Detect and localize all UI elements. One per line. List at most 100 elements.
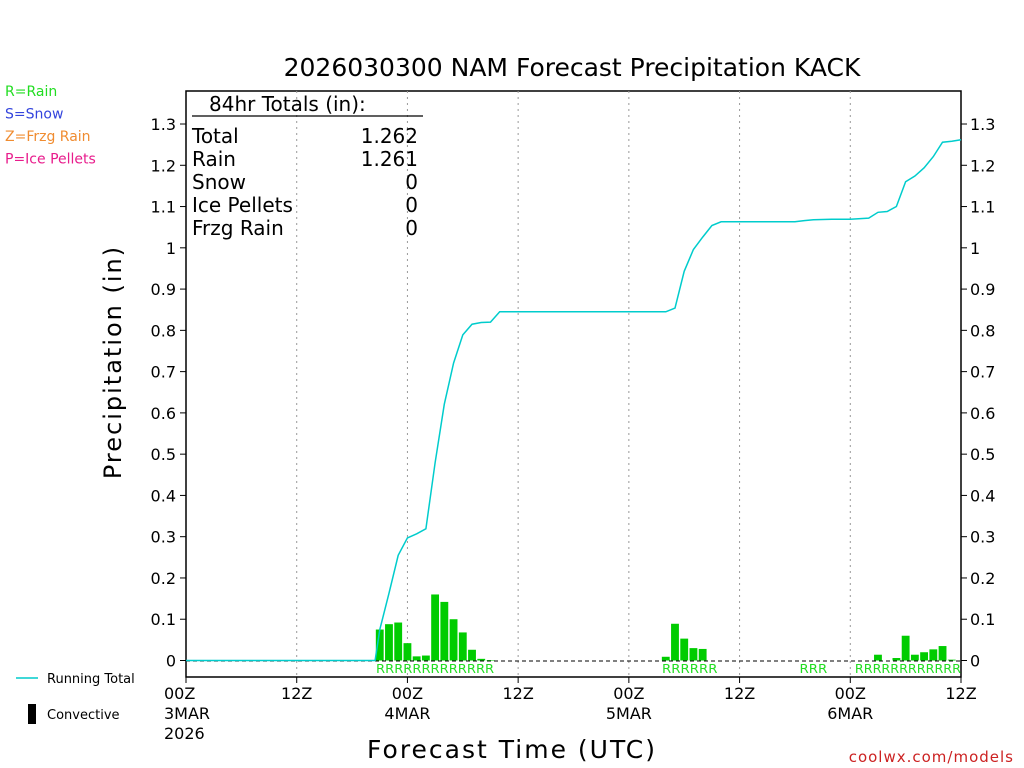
totals-header: 84hr Totals (in): [209, 92, 366, 116]
y-tick-label-right-6: 0.6 [970, 404, 995, 423]
precip-bar-10 [468, 649, 476, 661]
precip-bar-6 [431, 594, 440, 661]
x-tick-label-0: 00Z [164, 684, 195, 703]
y-tick-label-left-1: 0.1 [151, 610, 176, 629]
precip-bar-25 [947, 659, 956, 661]
precip-bar-7 [440, 601, 449, 661]
ptype-run-2: RRR [800, 662, 828, 676]
precip-bar-23 [929, 649, 938, 661]
ptype-legend-item-2: Z=Frzg Rain [5, 129, 91, 145]
y-tick-label-left-8: 0.8 [151, 321, 176, 340]
precip-bar-1 [385, 624, 393, 661]
ptype-run-3: RRRRRRRRRRRR [855, 662, 961, 676]
precip-bar-9 [458, 632, 467, 661]
y-tick-label-right-9: 0.9 [970, 280, 995, 299]
y-tick-label-right-2: 0.2 [970, 569, 995, 588]
x-tick-date-2: 4MAR [384, 704, 430, 723]
totals-label-1: Rain [192, 147, 236, 171]
precip-bar-0 [375, 629, 384, 661]
precip-bar-2 [394, 622, 403, 661]
x-tick-label-1: 12Z [281, 684, 312, 703]
vertical-grid-lines [296, 91, 851, 677]
y-tick-label-left-10: 1 [166, 239, 176, 258]
precip-bar-3 [403, 643, 412, 661]
chart-title: 2026030300 NAM Forecast Precipitation KA… [284, 53, 861, 82]
totals-label-4: Frzg Rain [192, 216, 284, 240]
y-tick-label-right-3: 0.3 [970, 528, 995, 547]
y-tick-label-left-3: 0.3 [151, 528, 176, 547]
x-tick-label-6: 00Z [835, 684, 866, 703]
ptype-legend-item-0: R=Rain [5, 84, 57, 100]
y-tick-label-right-10: 1 [970, 239, 980, 258]
y-tick-label-left-13: 1.3 [151, 115, 176, 134]
series-legend: Running Total Convective [16, 672, 135, 724]
hourly-precip-bars [375, 594, 956, 661]
totals-value-2: 0 [405, 170, 418, 194]
legend-swatch-convective [28, 704, 36, 724]
precip-bar-8 [449, 619, 458, 661]
totals-label-0: Total [191, 124, 239, 148]
ptype-legend: R=Rain S=Snow Z=Frzg Rain P=Ice Pellets [5, 84, 96, 168]
x-tick-label-4: 00Z [613, 684, 644, 703]
y-tick-label-right-5: 0.5 [970, 445, 995, 464]
y-axis-label: Precipitation (in) [99, 245, 127, 479]
x-tick-date-6: 6MAR [827, 704, 873, 723]
plot-frame [185, 90, 962, 678]
totals-rows: Total 1.262 Rain 1.261 Snow 0 Ice Pellets 0 Frzg… [191, 124, 418, 240]
x-tick-date-4: 5MAR [606, 704, 652, 723]
credit-text: coolwx.com/models [849, 748, 1014, 766]
totals-label-3: Ice Pellets [192, 193, 293, 217]
y-tick-label-right-0: 0 [970, 651, 980, 670]
ptype-run-1: RRRRRR [662, 662, 717, 676]
ptype-legend-item-1: S=Snow [5, 107, 63, 123]
x-tick-date-0: 3MAR [164, 704, 210, 723]
y-tick-label-left-5: 0.5 [151, 445, 176, 464]
legend-label-1: Convective [47, 708, 120, 723]
y-tick-label-left-0: 0 [166, 651, 176, 670]
x-tick-label-5: 12Z [724, 684, 755, 703]
precip-bar-13 [661, 656, 670, 661]
totals-label-2: Snow [192, 170, 246, 194]
y-tick-label-left-4: 0.4 [151, 486, 176, 505]
ptype-legend-item-3: P=Ice Pellets [5, 152, 96, 168]
y-tick-label-right-11: 1.1 [970, 198, 995, 217]
precip-bar-5 [421, 655, 430, 661]
precip-bar-12 [486, 660, 495, 661]
totals-value-0: 1.262 [361, 124, 418, 148]
x-tick-label-7: 12Z [945, 684, 976, 703]
legend-label-0: Running Total [47, 672, 135, 687]
totals-value-4: 0 [405, 216, 418, 240]
x-tick-label-2: 00Z [392, 684, 423, 703]
y-tick-label-left-11: 1.1 [151, 198, 176, 217]
totals-value-3: 0 [405, 193, 418, 217]
y-tick-label-right-13: 1.3 [970, 115, 995, 134]
precip-bar-17 [698, 648, 707, 661]
precip-bar-20 [901, 635, 910, 661]
y-tick-label-left-7: 0.7 [151, 363, 176, 382]
y-tick-label-left-9: 0.9 [151, 280, 176, 299]
precip-bar-14 [671, 623, 679, 661]
y-tick-label-left-12: 1.2 [151, 156, 176, 175]
y-tick-label-right-7: 0.7 [970, 363, 995, 382]
precip-bar-11 [477, 658, 486, 661]
precip-bar-19 [892, 658, 901, 661]
x-tick-label-3: 12Z [502, 684, 533, 703]
ptype-markers: RRRRRRRRRRRRR RRRRRR RRR RRRRRRRRRRRR [376, 662, 961, 676]
precip-bar-18 [874, 654, 882, 661]
y-tick-label-right-4: 0.4 [970, 486, 995, 505]
precip-bar-21 [910, 654, 919, 661]
y-tick-label-right-1: 0.1 [970, 610, 995, 629]
precip-bar-22 [920, 652, 929, 661]
y-tick-label-left-6: 0.6 [151, 404, 176, 423]
y-axis-right: 0 0.1 0.2 0.3 0.4 0.5 0.6 0.7 0.8 0.9 1 1.1 1.2 1.3 [961, 115, 995, 670]
precip-bar-24 [938, 646, 947, 661]
y-tick-label-right-8: 0.8 [970, 321, 995, 340]
x-axis-label: Forecast Time (UTC) [367, 735, 657, 764]
y-axis-left: 0 0.1 0.2 0.3 0.4 0.5 0.6 0.7 0.8 0.9 1 1.1 1.2 1.3 [151, 115, 186, 670]
y-tick-label-left-2: 0.2 [151, 569, 176, 588]
running-total-line [186, 138, 962, 662]
precip-bar-15 [680, 638, 689, 661]
